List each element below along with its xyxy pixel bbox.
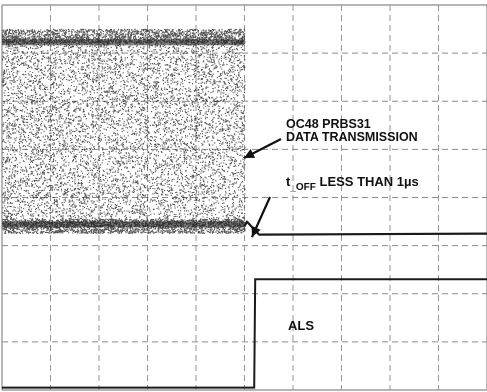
- data-transmission-off-trace: [243, 220, 487, 236]
- noise-bottom-rail: [2, 221, 245, 228]
- arrow-toff-head: [251, 225, 261, 237]
- als-trace: [2, 278, 487, 389]
- annotation-arrows: [243, 138, 282, 238]
- noise-top-rail: [2, 39, 245, 46]
- annotation-oc48-line2: DATA TRANSMISSION: [286, 130, 418, 144]
- annotation-toff-suffix: LESS THAN 1µs: [316, 174, 419, 189]
- annotation-als: ALS: [288, 318, 314, 333]
- scope-grid: [1, 4, 487, 391]
- data-transmission-noise-band: [2, 28, 246, 234]
- arrow-oc48-head: [244, 148, 256, 158]
- annotation-toff-subscript: _OFF: [289, 182, 316, 193]
- annotation-oc48-line1: OC48 PRBS31: [286, 117, 371, 131]
- annotation-toff-prefix: t: [286, 174, 291, 189]
- annotation-toff: t_OFF LESS THAN 1µs: [286, 174, 419, 193]
- noise-dots: [2, 28, 246, 234]
